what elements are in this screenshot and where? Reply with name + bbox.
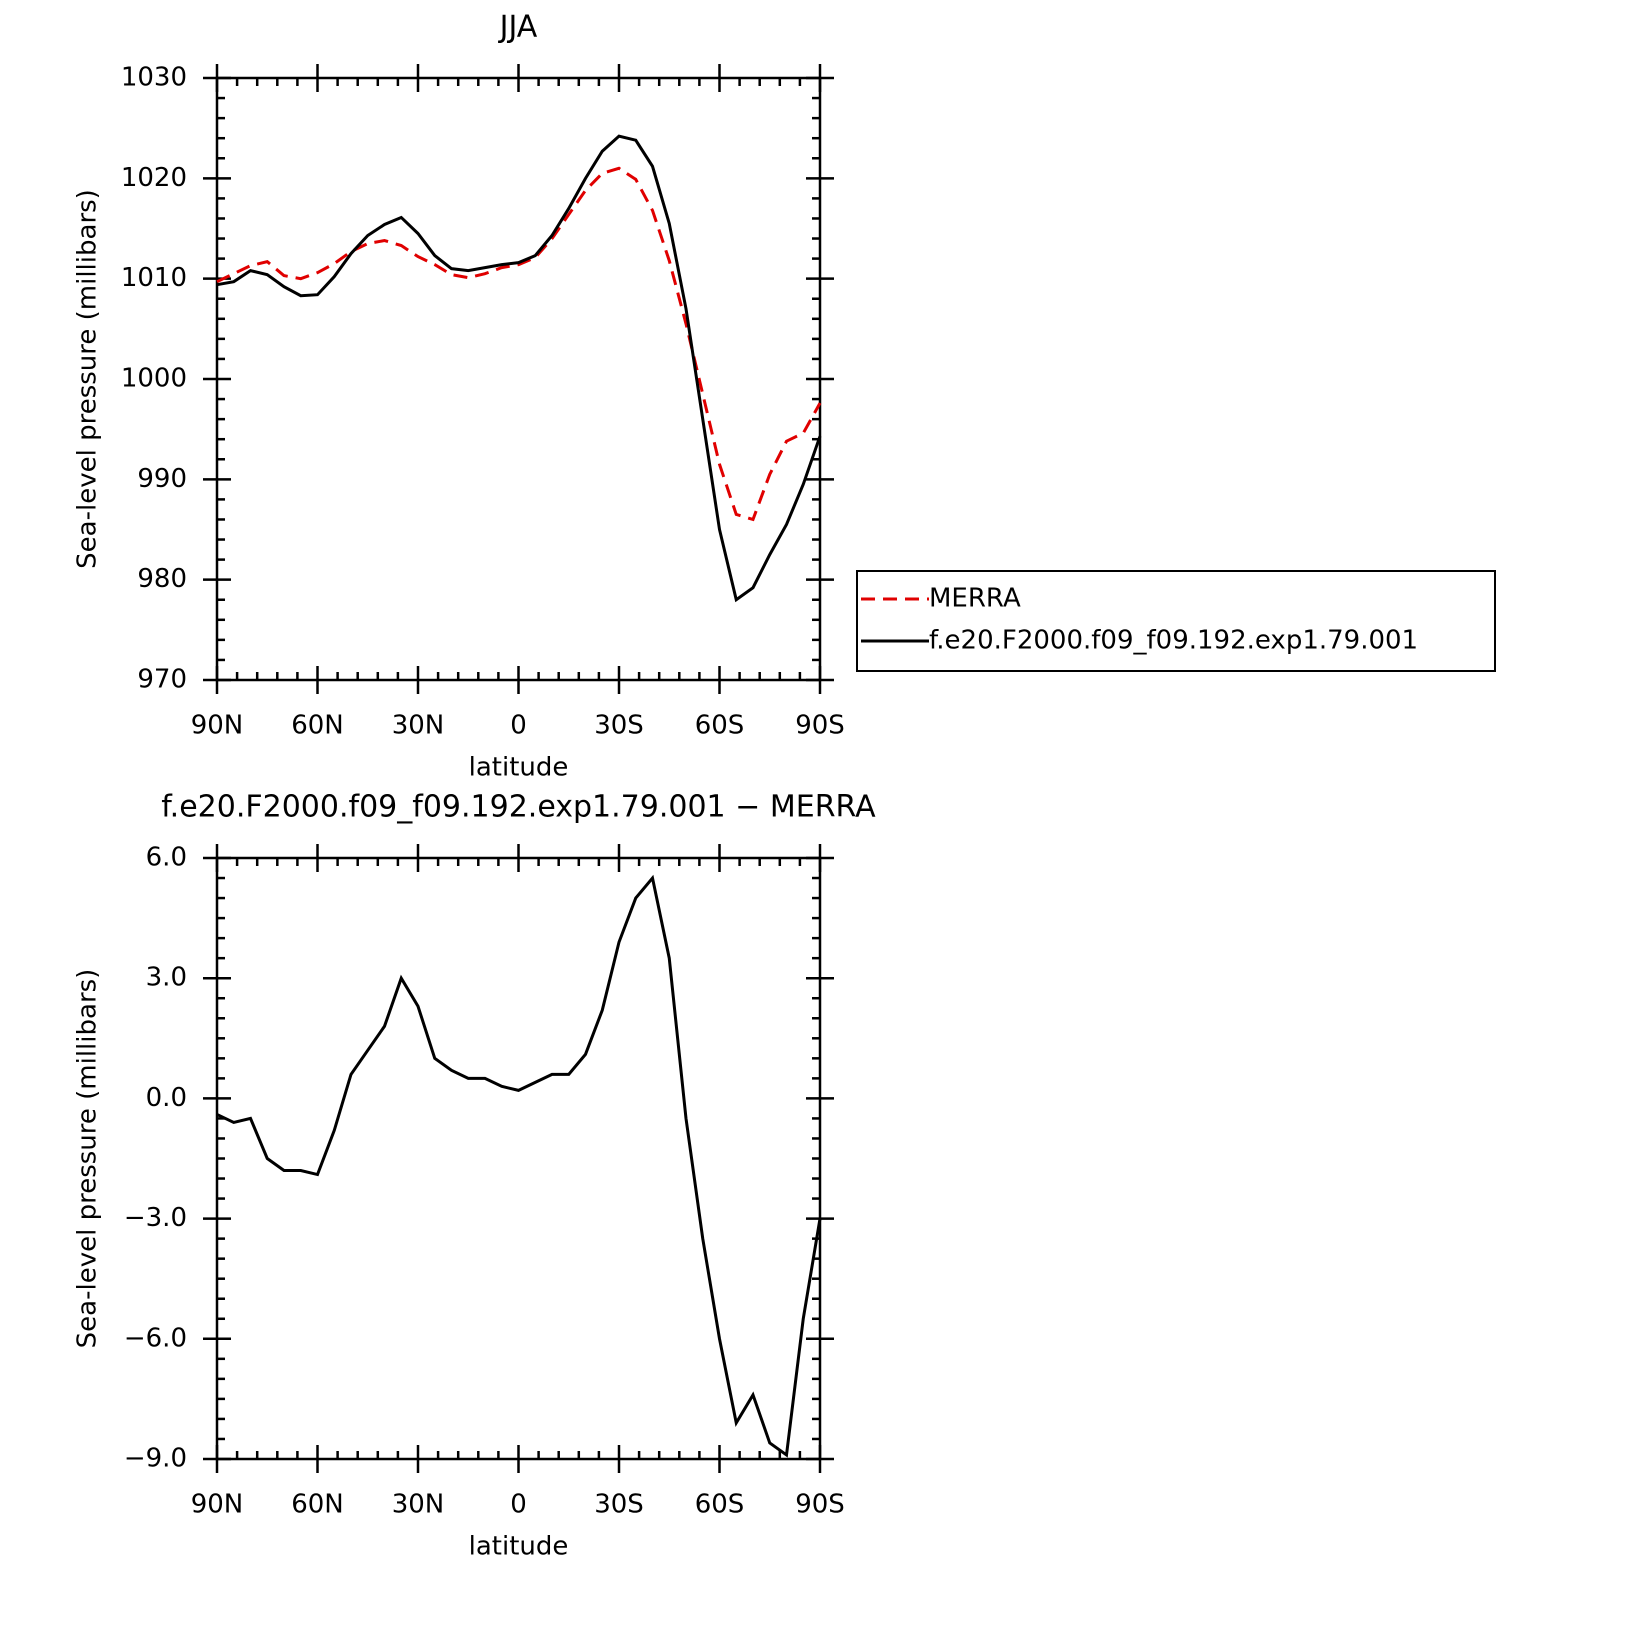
y-axis-label: Sea-level pressure (millibars) [73, 189, 103, 569]
x-tick-label: 90N [191, 1490, 244, 1520]
plot-frame [215, 856, 822, 1461]
legend-box [856, 570, 1496, 672]
y-tick-label: 0.0 [146, 1083, 187, 1113]
x-tick-label: 30N [392, 711, 445, 741]
legend-label: f.e20.F2000.f09_f09.192.exp1.79.001 [929, 626, 1418, 656]
x-axis-label: latitude [469, 1532, 569, 1562]
y-tick-label: −9.0 [124, 1444, 187, 1474]
y-tick-label: 1020 [121, 163, 187, 193]
x-axis-label: latitude [469, 753, 569, 783]
x-tick-label: 60S [695, 1490, 745, 1520]
y-tick-label: 1010 [121, 263, 187, 293]
data-line [216, 166, 822, 522]
chart-title: JJA [498, 10, 538, 45]
x-tick-label: 60S [695, 711, 745, 741]
y-tick-label: −6.0 [124, 1323, 187, 1353]
data-line [216, 874, 822, 1458]
data-line [216, 134, 822, 603]
chart-title: f.e20.F2000.f09_f09.192.exp1.79.001 − ME… [161, 790, 876, 825]
x-tick-label: 0 [510, 1490, 527, 1520]
x-tick-label: 90S [795, 711, 845, 741]
x-tick-label: 30S [594, 1490, 644, 1520]
plot-frame [215, 76, 822, 682]
y-tick-label: 6.0 [146, 843, 187, 873]
y-tick-label: 3.0 [146, 963, 187, 993]
y-tick-label: 970 [137, 665, 187, 695]
x-tick-label: 60N [291, 711, 344, 741]
x-tick-label: 30N [392, 1490, 445, 1520]
y-axis-label: Sea-level pressure (millibars) [73, 969, 103, 1349]
y-tick-label: 1000 [121, 364, 187, 394]
x-tick-label: 90S [795, 1490, 845, 1520]
x-tick-label: 30S [594, 711, 644, 741]
x-tick-label: 90N [191, 711, 244, 741]
y-tick-label: 980 [137, 564, 187, 594]
legend-label: MERRA [929, 584, 1021, 614]
y-tick-label: −3.0 [124, 1203, 187, 1233]
y-tick-label: 990 [137, 464, 187, 494]
x-tick-label: 0 [510, 711, 527, 741]
y-tick-label: 1030 [121, 63, 187, 93]
x-tick-label: 60N [291, 1490, 344, 1520]
